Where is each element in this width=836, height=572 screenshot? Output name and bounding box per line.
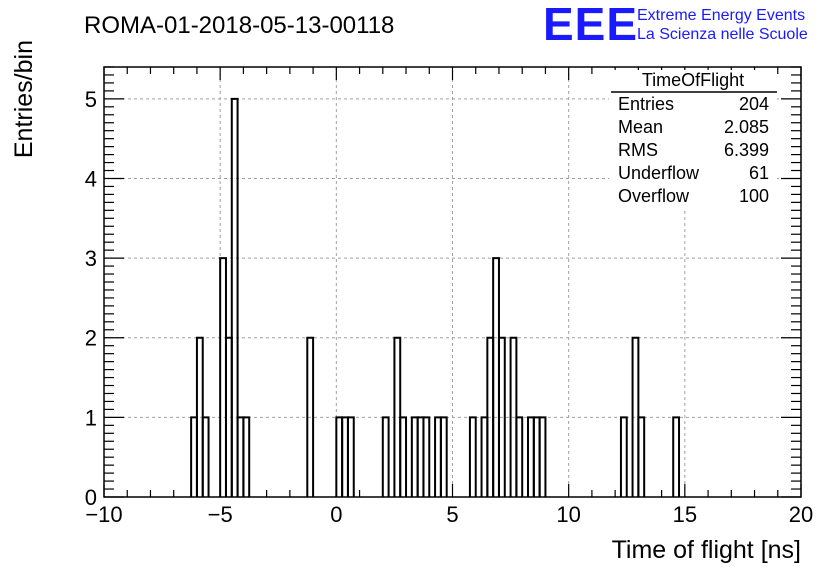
- stats-box-bg: [609, 70, 777, 208]
- y-axis-ticks: 0 1 2 3 4 5: [85, 66, 801, 510]
- stats-row: RMS 6.399: [618, 140, 769, 160]
- stats-row-label: Underflow: [618, 163, 700, 183]
- histogram-series: [190, 97, 681, 497]
- x-tick-label: −10: [85, 502, 122, 527]
- histogram-bin: [515, 416, 524, 497]
- eee-logo: EEE Extreme Energy Events La Scienza nel…: [543, 0, 808, 50]
- eee-logo-text: EEE: [543, 0, 638, 50]
- stats-row-label: Overflow: [618, 186, 690, 206]
- x-axis-title: Time of flight [ns]: [612, 536, 801, 564]
- histogram-bin: [242, 416, 251, 497]
- y-tick-label: 1: [85, 405, 97, 430]
- x-tick-label: 0: [330, 502, 342, 527]
- histogram-bin: [346, 416, 355, 497]
- histogram-bin: [619, 416, 628, 497]
- stats-row-value: 6.399: [724, 140, 769, 160]
- run-title: ROMA-01-2018-05-13-00118: [84, 12, 394, 39]
- histogram-bin: [306, 336, 315, 497]
- histogram-bin: [637, 416, 646, 497]
- stats-row-value: 204: [739, 94, 769, 114]
- x-tick-label: 10: [556, 502, 580, 527]
- histogram-bin: [381, 416, 390, 497]
- y-tick-label: 2: [85, 326, 97, 351]
- histogram-bin: [439, 416, 448, 497]
- stats-row-label: Mean: [618, 117, 663, 137]
- stats-row-value: 2.085: [724, 117, 769, 137]
- stats-box: TimeOfFlight Entries 204 Mean 2.085 RMS 6.399…: [609, 70, 777, 208]
- stats-box-title: TimeOfFlight: [642, 70, 744, 90]
- histogram-bin: [201, 416, 210, 497]
- x-tick-label: 15: [673, 502, 697, 527]
- x-tick-label: 5: [446, 502, 458, 527]
- x-tick-label: −5: [208, 502, 233, 527]
- y-tick-label: 3: [85, 246, 97, 271]
- y-tick-label: 0: [85, 485, 97, 510]
- y-axis-title: Entries/bin: [10, 40, 38, 158]
- y-tick-label: 4: [85, 166, 97, 191]
- histogram-bin: [538, 416, 547, 497]
- x-axis-ticks: −10 −5 0 5 10 15 20: [85, 67, 813, 527]
- stats-row: Entries 204: [618, 94, 769, 114]
- histogram-bin: [672, 416, 681, 497]
- stats-row: Mean 2.085: [618, 117, 769, 137]
- stats-row: Overflow 100: [618, 186, 769, 206]
- x-tick-label: 20: [789, 502, 813, 527]
- stats-row-label: RMS: [618, 140, 658, 160]
- stats-row-value: 61: [749, 163, 769, 183]
- eee-logo-line1: Extreme Energy Events: [637, 7, 805, 24]
- histogram-bin: [399, 416, 408, 497]
- histogram-bin: [468, 416, 477, 497]
- histogram-bin: [230, 97, 239, 497]
- eee-logo-line2: La Scienza nelle Scuole: [637, 26, 808, 43]
- histogram-bin: [422, 416, 431, 497]
- stats-row-label: Entries: [618, 94, 674, 114]
- stats-row-value: 100: [739, 186, 769, 206]
- y-tick-label: 5: [85, 87, 97, 112]
- stats-row: Underflow 61: [618, 163, 769, 183]
- stats-rows: Entries 204 Mean 2.085 RMS 6.399 Underflow 61 Ov…: [618, 94, 769, 206]
- histogram-bin: [497, 336, 506, 497]
